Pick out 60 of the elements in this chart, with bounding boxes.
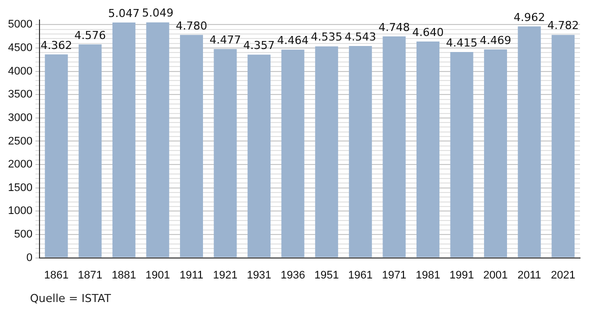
data-label: 4.362 — [40, 38, 72, 52]
x-tick-label: 1961 — [348, 269, 373, 282]
bar — [44, 54, 68, 258]
y-tick-label: 0 — [26, 252, 32, 264]
x-tick-label: 1881 — [112, 269, 136, 282]
x-tick-label: 2011 — [517, 269, 542, 282]
data-label: 4.477 — [210, 33, 242, 46]
y-tick-label: 1000 — [8, 205, 32, 218]
data-label: 4.464 — [277, 34, 309, 48]
x-tick-label: 1931 — [246, 269, 272, 282]
bar — [484, 49, 508, 258]
data-label: 4.748 — [378, 20, 410, 34]
y-tick-label: 2000 — [8, 158, 32, 171]
x-tick-label: 2001 — [483, 269, 508, 282]
data-label: 5.049 — [142, 6, 174, 20]
data-label: 4.640 — [412, 26, 444, 39]
bar — [78, 44, 102, 258]
x-tick-label: 1936 — [280, 269, 306, 282]
bar — [416, 41, 440, 258]
x-tick-label: 1921 — [213, 269, 238, 282]
bar — [450, 52, 474, 258]
x-tick-label: 1871 — [78, 269, 102, 282]
y-tick-label: 4000 — [8, 65, 32, 78]
data-label: 4.576 — [74, 28, 106, 42]
x-tick-label: 1991 — [450, 269, 474, 282]
y-tick-label: 3000 — [8, 112, 32, 124]
y-tick-label: 500 — [14, 228, 32, 241]
data-label: 4.469 — [480, 34, 512, 47]
y-tick-label: 4500 — [8, 42, 32, 54]
bar — [146, 22, 170, 258]
x-tick-label: 1861 — [44, 269, 69, 282]
x-tick-label: 1951 — [314, 269, 339, 282]
x-tick-label: 1911 — [180, 269, 204, 282]
x-tick-label: 1971 — [382, 269, 406, 282]
data-label: 4.782 — [547, 19, 579, 32]
bar — [552, 34, 575, 258]
y-tick-label: 1500 — [8, 182, 32, 194]
data-label: 5.047 — [108, 6, 140, 20]
source-note: Quelle = ISTAT — [30, 292, 111, 305]
bar — [382, 36, 406, 258]
y-tick-label: 5000 — [8, 18, 32, 31]
x-tick-label: 1981 — [416, 269, 440, 282]
y-tick-label: 2500 — [8, 135, 32, 148]
x-tick-label: 1901 — [145, 269, 170, 282]
x-tick-label: 2021 — [550, 269, 576, 282]
bar — [214, 49, 237, 258]
data-label: 4.780 — [176, 19, 208, 32]
bar — [112, 22, 136, 258]
data-label: 4.415 — [446, 36, 478, 50]
data-label: 4.535 — [310, 30, 342, 44]
data-label: 4.962 — [514, 10, 546, 24]
bar — [315, 46, 338, 258]
y-tick-label: 3500 — [8, 88, 32, 101]
data-label: 4.357 — [243, 39, 275, 52]
bar — [518, 26, 541, 258]
bar — [248, 54, 271, 258]
data-label: 4.543 — [344, 30, 376, 44]
bar — [281, 50, 304, 258]
bar — [180, 34, 203, 258]
bar — [348, 46, 372, 258]
